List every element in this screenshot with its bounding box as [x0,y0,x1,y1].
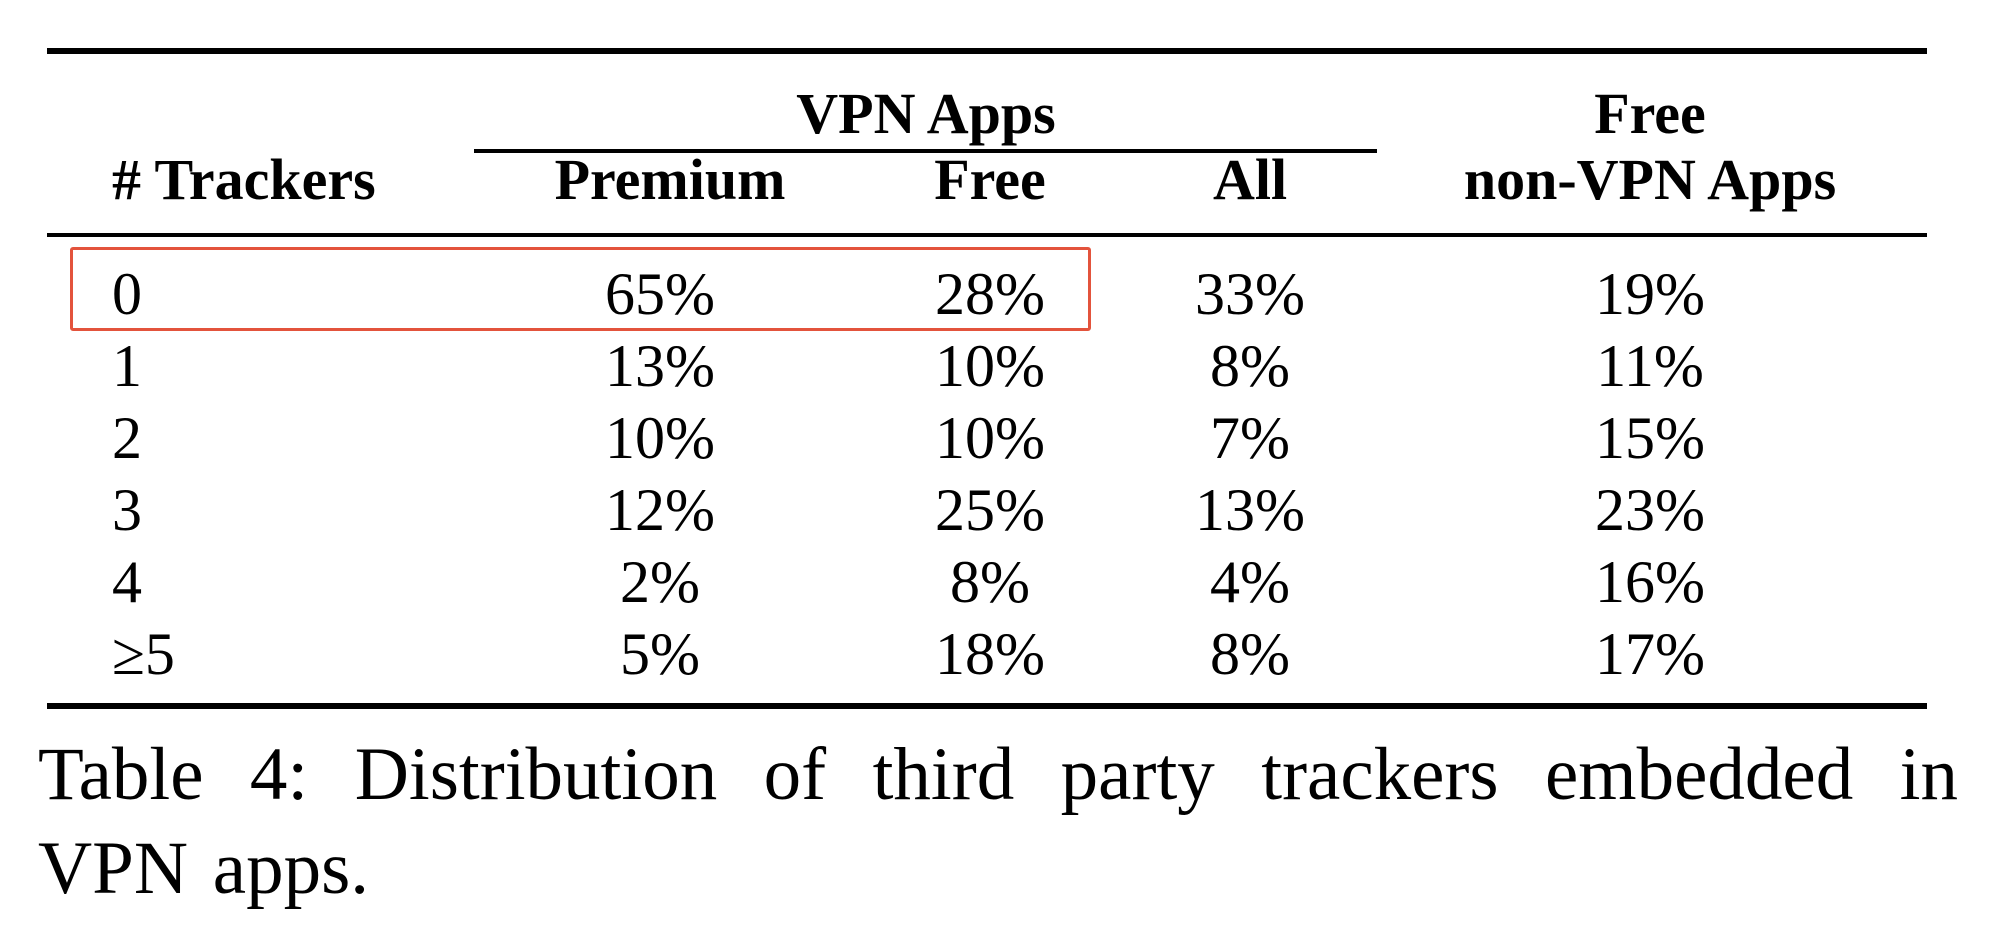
cell-all: 8% [1210,333,1290,399]
cell-free: 25% [935,477,1045,543]
cell-premium: 65% [605,261,715,327]
cell-free: 28% [935,261,1045,327]
table-caption: Table 4: Distribution of third party tra… [38,728,1958,916]
cell-nonvpn: 15% [1595,405,1705,471]
cell-all: 8% [1210,621,1290,687]
group-header-vpn-apps: VPN Apps [796,81,1056,146]
cell-premium: 5% [620,621,700,687]
caption-line2: VPN apps. [38,827,370,910]
header-free: Free [934,147,1046,212]
cell-nonvpn: 23% [1595,477,1705,543]
cell-all: 13% [1195,477,1305,543]
cell-premium: 12% [605,477,715,543]
highlight-box [70,247,1091,331]
cell-premium: 13% [605,333,715,399]
cell-all: 7% [1210,405,1290,471]
cell-nonvpn: 19% [1595,261,1705,327]
cell-nonvpn: 11% [1596,333,1704,399]
table-header-rule [47,233,1927,237]
header-all: All [1212,147,1288,212]
header-premium: Premium [554,147,786,212]
cell-trackers: 2 [112,405,142,471]
cell-nonvpn: 16% [1595,549,1705,615]
cell-trackers: 4 [112,549,142,615]
cell-nonvpn: 17% [1595,621,1705,687]
nonvpn-header-line1: Free [1594,81,1706,146]
table-top-rule [47,48,1927,54]
cell-free: 10% [935,405,1045,471]
cell-free: 10% [935,333,1045,399]
cell-all: 33% [1195,261,1305,327]
cell-trackers: 3 [112,477,142,543]
cell-trackers: 1 [112,333,142,399]
cell-free: 18% [935,621,1045,687]
nonvpn-header-line2: non-VPN Apps [1463,147,1837,212]
caption-line1: Table 4: Distribution of third party tra… [38,733,1958,816]
cell-trackers: ≥5 [112,621,175,687]
table-bottom-rule [47,703,1927,709]
cell-premium: 2% [620,549,700,615]
header-trackers: # Trackers [112,147,376,212]
group-header-underline [474,149,1377,153]
cell-all: 4% [1210,549,1290,615]
cell-free: 8% [950,549,1030,615]
cell-premium: 10% [605,405,715,471]
cell-trackers: 0 [112,261,142,327]
